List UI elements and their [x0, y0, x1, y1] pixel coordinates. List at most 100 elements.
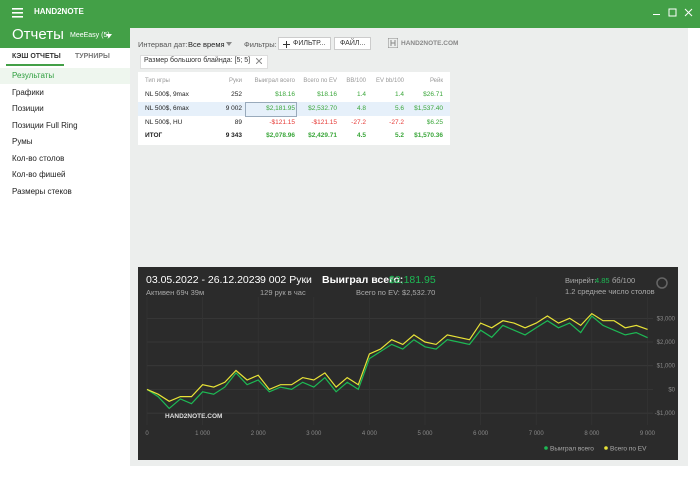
filters-label: Фильтры: — [244, 40, 277, 49]
table-cell: $2,532.70 — [308, 105, 337, 112]
window-controls[interactable] — [652, 8, 696, 18]
period: 03.05.2022 - 26.12.2023 — [146, 274, 261, 286]
table-cell: 89 — [234, 119, 242, 126]
menu-item[interactable]: Румы — [12, 137, 33, 146]
x-tick-label: 7 000 — [529, 431, 545, 437]
dropdown-arrow — [226, 42, 232, 46]
table-cell: 4.8 — [356, 105, 366, 112]
menu-item[interactable]: Позиции — [12, 104, 44, 113]
table-cell: NL 500$, HU — [145, 119, 183, 126]
x-tick-label: 6 000 — [473, 431, 489, 437]
title-bar — [0, 0, 700, 28]
date-label: Интервал дат: — [138, 40, 188, 49]
x-tick-label: 9 000 — [640, 431, 656, 437]
table-cell: ИТОГ — [145, 132, 163, 139]
column-header: Руки — [229, 78, 242, 84]
table-cell: $2,429.71 — [308, 132, 337, 139]
chart-panel — [138, 267, 678, 460]
watermark: HAND2NOTE.COM — [165, 413, 223, 420]
legend-label: Выиграл всего — [550, 446, 594, 453]
x-tick-label: 3 000 — [306, 431, 322, 437]
table-cell: 1.4 — [356, 91, 366, 98]
legend-label: Всего по EV — [610, 446, 647, 453]
active-time: Активен 69ч 39м — [146, 288, 205, 297]
legend-dot — [544, 446, 548, 450]
table-cell: $6.25 — [426, 119, 443, 126]
y-tick-label: -$1,000 — [655, 411, 676, 417]
table-cell: 4.5 — [356, 132, 366, 139]
x-tick-label: 1 000 — [195, 431, 211, 437]
table-cell: 252 — [231, 91, 242, 98]
series-line — [146, 312, 648, 402]
tab[interactable]: КЭШ ОТЧЕТЫ — [12, 53, 61, 60]
hands: 9 002 Руки — [260, 274, 312, 286]
series-line — [146, 315, 648, 410]
logo-icon — [388, 38, 398, 48]
table-cell: $2,181.95 — [266, 105, 295, 112]
x-tick-label: 5 000 — [418, 431, 434, 437]
dropdown-arrow — [106, 34, 112, 38]
won-label: Выиграл всего: — [322, 274, 404, 286]
file-button[interactable]: ФАЙЛ... — [334, 37, 372, 50]
winrate-unit: бб/100 — [612, 276, 636, 285]
table-cell: $18.16 — [275, 91, 295, 98]
table-cell: -$121.15 — [311, 119, 337, 126]
table-cell: 5.2 — [394, 132, 404, 139]
won-value: $2,181.95 — [389, 274, 436, 286]
y-tick-label: $0 — [668, 387, 675, 393]
table-cell: $18.16 — [317, 91, 337, 98]
table-cell: 1.4 — [394, 91, 404, 98]
page-title: Отчеты — [12, 26, 64, 43]
y-tick-label: $2,000 — [657, 340, 676, 346]
filter-chip[interactable] — [140, 55, 268, 69]
legend-dot — [604, 446, 608, 450]
y-tick-label: $1,000 — [657, 364, 676, 370]
table-cell: $1,537.40 — [414, 105, 443, 112]
logo: HAND2NOTE.COM — [401, 40, 459, 47]
table-cell: $2,078.96 — [266, 132, 295, 139]
column-header: Выиграл всего — [254, 78, 295, 84]
table-cell: -$121.15 — [269, 119, 295, 126]
winrate-label: Винрейт: — [565, 276, 597, 285]
x-tick-label: 0 — [145, 431, 149, 437]
close-icon[interactable] — [256, 58, 262, 64]
column-header: EV bb/100 — [375, 78, 404, 84]
column-header: Всего по EV — [303, 78, 337, 84]
winrate-value: 4.85 — [595, 276, 610, 285]
table-cell: $26.71 — [423, 91, 443, 98]
avg-tables: 1.2 среднее число столов — [565, 287, 655, 296]
table-cell: -27.2 — [351, 119, 366, 126]
menu-item[interactable]: Размеры стеков — [12, 186, 72, 196]
table-cell: 5.6 — [394, 105, 404, 112]
date-select[interactable]: Все время — [188, 40, 225, 49]
column-header: BB/100 — [346, 78, 366, 84]
table-cell: 9 343 — [225, 132, 242, 139]
menu-item[interactable]: Графики — [12, 87, 44, 97]
menu-icon[interactable] — [12, 8, 24, 18]
menu-item[interactable]: Кол-во столов — [12, 153, 65, 163]
x-tick-label: 8 000 — [584, 431, 600, 437]
column-header: Тип игры — [145, 78, 170, 84]
table-cell: 9 002 — [225, 105, 242, 112]
menu-item[interactable]: Результаты — [0, 68, 130, 84]
sidebar-header — [0, 28, 130, 48]
x-tick-label: 4 000 — [362, 431, 378, 437]
hands-per-hour: 129 рук в час — [260, 288, 306, 297]
ev-total: Всего по EV: $2,532.70 — [356, 288, 436, 297]
table-cell: -27.2 — [389, 119, 404, 126]
menu-item[interactable]: Позиции Full Ring — [12, 120, 78, 130]
brand: HAND2NOTE — [34, 7, 84, 16]
table-cell: NL 500$, 6max — [145, 105, 189, 112]
filter-button[interactable]: ФИЛЬТР... — [278, 37, 332, 50]
column-header: Рейк — [429, 78, 443, 84]
tab-underline — [6, 64, 64, 66]
profile-select[interactable]: MeeEasy (5) — [70, 32, 110, 39]
chart: -$1,000 $0 $1,000 $2,000 $3,000 0 1 000 2 000 3 … — [145, 297, 676, 453]
menu-item[interactable]: Кол-во фишей — [12, 170, 66, 179]
settings-icon[interactable] — [656, 277, 668, 289]
y-tick-label: $3,000 — [657, 316, 676, 322]
selected-cell — [245, 102, 297, 117]
tab[interactable]: ТУРНИРЫ — [75, 53, 110, 60]
table-cell: $1,570.36 — [414, 132, 443, 139]
